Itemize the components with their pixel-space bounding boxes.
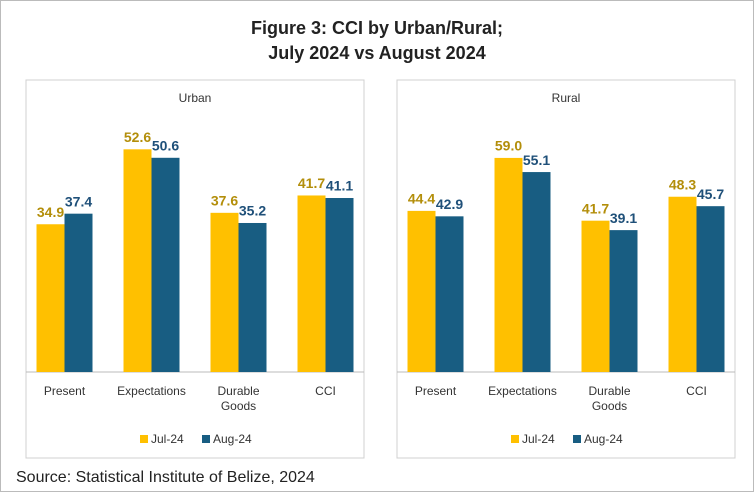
subplot-title: Rural	[552, 91, 581, 105]
bar	[609, 230, 638, 372]
legend-swatch	[140, 435, 148, 443]
bar	[696, 206, 725, 372]
bar	[64, 213, 93, 372]
bar	[297, 195, 326, 372]
bar	[36, 224, 65, 372]
panel	[396, 79, 736, 459]
chart-title: July 2024 vs August 2024	[268, 43, 485, 63]
legend-swatch	[511, 435, 519, 443]
data-label: 59.0	[495, 138, 522, 154]
x-tick-label: Durable Goods	[217, 384, 260, 413]
data-label: 50.6	[152, 137, 179, 153]
bar	[494, 157, 523, 372]
data-label: 42.9	[436, 196, 463, 212]
chart-title: Figure 3: CCI by Urban/Rural;	[251, 18, 503, 38]
x-tick-label: Present	[414, 384, 457, 398]
legend-label: Aug-24	[213, 432, 252, 446]
data-label: 45.7	[697, 186, 724, 202]
bar	[668, 196, 697, 372]
data-label: 48.3	[669, 176, 696, 192]
x-tick-label: Expectations	[488, 384, 557, 398]
legend-swatch	[573, 435, 581, 443]
legend-label: Aug-24	[584, 432, 623, 446]
bar	[407, 210, 436, 372]
data-label: 41.7	[298, 175, 325, 191]
source: Source: Statistical Institute of Belize,…	[16, 469, 315, 486]
x-tick-label: Expectations	[117, 384, 186, 398]
bar	[151, 157, 180, 372]
data-label: 35.2	[239, 203, 266, 219]
data-label: 41.1	[326, 178, 353, 194]
legend-swatch	[202, 435, 210, 443]
data-label: 39.1	[610, 210, 637, 226]
subplot-title: Urban	[179, 91, 212, 105]
legend-label: Jul-24	[522, 432, 555, 446]
x-tick-label: CCI	[686, 384, 707, 398]
bar	[123, 149, 152, 372]
data-label: 37.4	[65, 193, 92, 209]
bar	[522, 172, 551, 372]
bar	[435, 216, 464, 372]
data-label: 55.1	[523, 152, 550, 168]
legend-label: Jul-24	[151, 432, 184, 446]
bar	[325, 198, 354, 372]
x-tick-label: CCI	[315, 384, 336, 398]
data-label: 34.9	[37, 204, 64, 220]
bar	[210, 212, 239, 372]
data-label: 37.6	[211, 193, 238, 209]
x-tick-label: Durable Goods	[588, 384, 631, 413]
data-label: 41.7	[582, 200, 609, 216]
bar	[238, 222, 267, 372]
bar	[581, 220, 610, 372]
panel	[25, 79, 365, 459]
data-label: 52.6	[124, 129, 151, 145]
data-label: 44.4	[408, 191, 435, 207]
x-tick-label: Present	[43, 384, 86, 398]
